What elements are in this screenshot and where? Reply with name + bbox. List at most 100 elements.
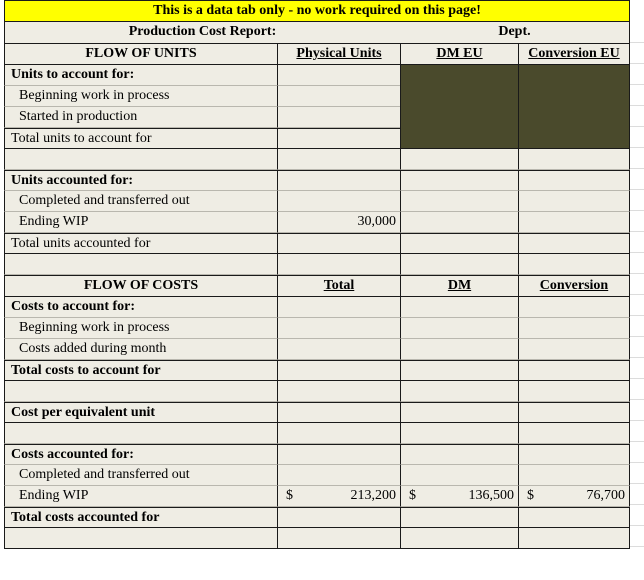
cell-conversion[interactable]	[518, 507, 630, 528]
blank-cell[interactable]	[4, 149, 277, 170]
units-accounted-title[interactable]: Units accounted for:	[4, 170, 277, 191]
costs-completed-label[interactable]: Completed and transferred out	[4, 465, 277, 486]
blank-cell[interactable]	[518, 254, 630, 275]
flow-of-costs-title[interactable]: FLOW OF COSTS	[4, 275, 277, 297]
shaded-cell[interactable]	[518, 65, 630, 86]
units-started-label[interactable]: Started in production	[4, 107, 277, 128]
cell-total[interactable]	[277, 507, 400, 528]
costs-added-label[interactable]: Costs added during month	[4, 339, 277, 360]
cell-dm[interactable]	[400, 233, 518, 254]
cell-conversion[interactable]	[518, 402, 630, 423]
costs-ending-wip-dm-cell[interactable]: $ 136,500	[400, 486, 518, 507]
units-total-accounted-label[interactable]: Total units accounted for	[4, 233, 277, 254]
blank-cell[interactable]	[277, 254, 400, 275]
dm-header[interactable]: DM	[400, 275, 518, 297]
flow-of-units-title[interactable]: FLOW OF UNITS	[4, 43, 277, 65]
units-ending-wip-label[interactable]: Ending WIP	[4, 212, 277, 233]
shaded-cell[interactable]	[518, 128, 630, 149]
units-ending-wip-physical[interactable]: 30,000	[277, 212, 400, 233]
shaded-cell[interactable]	[400, 128, 518, 149]
data-tab-note[interactable]: This is a data tab only - no work requir…	[4, 0, 630, 22]
shaded-cell[interactable]	[400, 65, 518, 86]
blank-cell[interactable]	[400, 254, 518, 275]
blank-cell[interactable]	[277, 528, 400, 549]
costs-accounted-title[interactable]: Costs accounted for:	[4, 444, 277, 465]
cost-per-eu-label[interactable]: Cost per equivalent unit	[4, 402, 277, 423]
cell-physical[interactable]	[277, 128, 400, 149]
cell-physical[interactable]	[277, 107, 400, 128]
cell-physical[interactable]	[277, 65, 400, 86]
blank-cell[interactable]	[4, 423, 277, 444]
shaded-cell[interactable]	[518, 86, 630, 107]
blank-cell[interactable]	[400, 528, 518, 549]
shaded-cell[interactable]	[400, 86, 518, 107]
blank-cell[interactable]	[400, 381, 518, 402]
units-total-to-account-label[interactable]: Total units to account for	[4, 128, 277, 149]
blank-cell[interactable]	[400, 149, 518, 170]
costs-beginning-wip-label[interactable]: Beginning work in process	[4, 318, 277, 339]
costs-ending-wip-total-cell[interactable]: $ 213,200	[277, 486, 400, 507]
conversion-header[interactable]: Conversion	[518, 275, 630, 297]
cell-physical[interactable]	[277, 86, 400, 107]
cell-total[interactable]	[277, 444, 400, 465]
shaded-cell[interactable]	[518, 107, 630, 128]
units-completed-label[interactable]: Completed and transferred out	[4, 191, 277, 212]
cell-total[interactable]	[277, 318, 400, 339]
units-to-account-title[interactable]: Units to account for:	[4, 65, 277, 86]
cell-conversion[interactable]	[518, 170, 630, 191]
blank-cell[interactable]	[518, 423, 630, 444]
cell-conversion[interactable]	[518, 444, 630, 465]
currency-symbol: $	[527, 488, 534, 503]
blank-cell[interactable]	[277, 149, 400, 170]
cell-total[interactable]	[277, 360, 400, 381]
costs-ending-wip-label[interactable]: Ending WIP	[4, 486, 277, 507]
cell-conversion[interactable]	[518, 339, 630, 360]
blank-cell[interactable]	[4, 254, 277, 275]
cell-conversion[interactable]	[518, 297, 630, 318]
cell-conversion[interactable]	[518, 318, 630, 339]
costs-total-accounted-label[interactable]: Total costs accounted for	[4, 507, 277, 528]
cell-physical[interactable]	[277, 191, 400, 212]
costs-total-to-account-label[interactable]: Total costs to account for	[4, 360, 277, 381]
cell-dm[interactable]	[400, 212, 518, 233]
cell-dm[interactable]	[400, 360, 518, 381]
cell-total[interactable]	[277, 339, 400, 360]
cell-total[interactable]	[277, 402, 400, 423]
cell-physical[interactable]	[277, 233, 400, 254]
cell-total[interactable]	[277, 297, 400, 318]
blank-cell[interactable]	[277, 423, 400, 444]
cell-conversion[interactable]	[518, 191, 630, 212]
cell-physical[interactable]	[277, 170, 400, 191]
dm-eu-header[interactable]: DM EU	[400, 43, 518, 65]
cell-conversion[interactable]	[518, 360, 630, 381]
blank-cell[interactable]	[277, 381, 400, 402]
units-beginning-wip-label[interactable]: Beginning work in process	[4, 86, 277, 107]
cell-total[interactable]	[277, 465, 400, 486]
blank-cell[interactable]	[518, 528, 630, 549]
cell-conversion[interactable]	[518, 233, 630, 254]
shaded-cell[interactable]	[400, 107, 518, 128]
cell-conversion[interactable]	[518, 212, 630, 233]
cell-dm[interactable]	[400, 191, 518, 212]
dept-label[interactable]: Dept.	[400, 22, 630, 43]
cell-dm[interactable]	[400, 318, 518, 339]
cell-conversion[interactable]	[518, 465, 630, 486]
total-header[interactable]: Total	[277, 275, 400, 297]
cell-dm[interactable]	[400, 339, 518, 360]
conversion-eu-header[interactable]: Conversion EU	[518, 43, 630, 65]
blank-cell[interactable]	[4, 528, 277, 549]
physical-units-header[interactable]: Physical Units	[277, 43, 400, 65]
report-title[interactable]: Production Cost Report:	[4, 22, 400, 43]
cell-dm[interactable]	[400, 465, 518, 486]
cell-dm[interactable]	[400, 170, 518, 191]
blank-cell[interactable]	[518, 149, 630, 170]
blank-cell[interactable]	[4, 381, 277, 402]
cell-dm[interactable]	[400, 444, 518, 465]
blank-cell[interactable]	[400, 423, 518, 444]
blank-cell[interactable]	[518, 381, 630, 402]
cell-dm[interactable]	[400, 402, 518, 423]
costs-ending-wip-conversion-cell[interactable]: $ 76,700	[518, 486, 630, 507]
cell-dm[interactable]	[400, 507, 518, 528]
cell-dm[interactable]	[400, 297, 518, 318]
costs-to-account-title[interactable]: Costs to account for:	[4, 297, 277, 318]
